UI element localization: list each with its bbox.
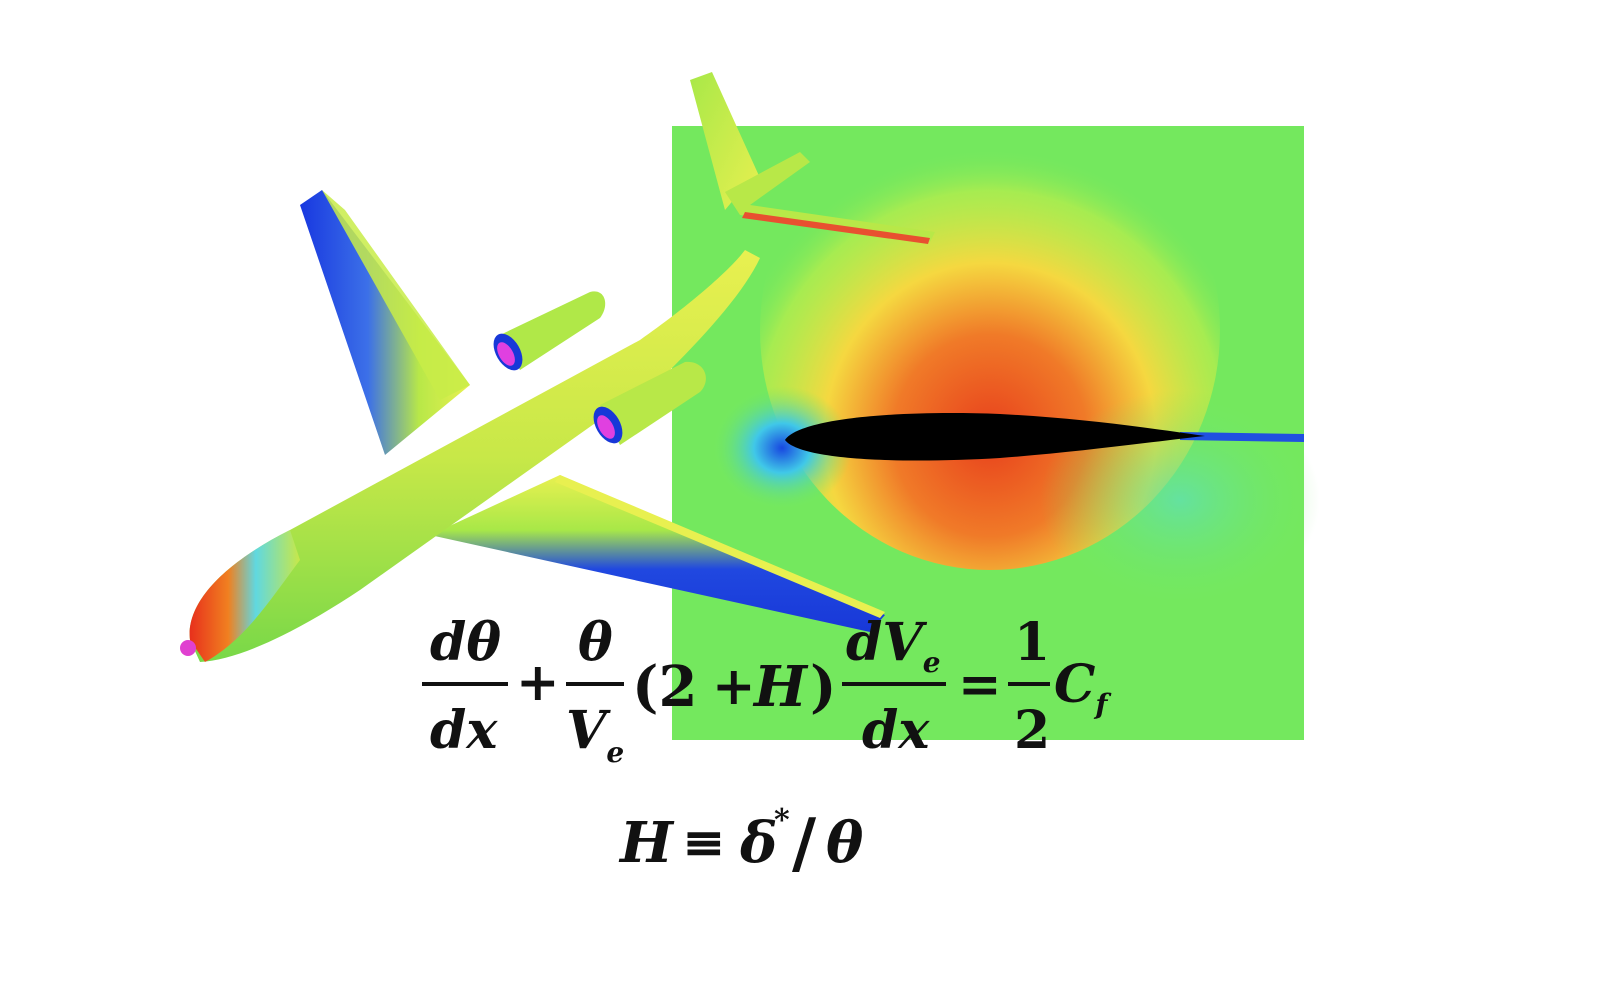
def-theta: θ (826, 810, 864, 876)
def-equiv: ≡ (682, 812, 726, 873)
aircraft-horizontal-tail-edge (742, 212, 930, 244)
aircraft-lower-engine (593, 361, 706, 445)
def-H: H (618, 810, 675, 876)
shape-factor-definition: H ≡ δ * / θ (618, 803, 864, 882)
def-star: * (774, 803, 790, 838)
aircraft-upper-engine (493, 291, 606, 371)
aircraft-left-wing (300, 190, 470, 455)
eq-plus-2: + (712, 656, 756, 717)
airfoil-flow-field (672, 90, 1320, 740)
eq-term1-denominator: dx (430, 700, 498, 761)
def-delta: δ (739, 810, 777, 876)
eq-term2-denominator: Ve (566, 700, 624, 769)
eq-term1-numerator: dθ (430, 612, 501, 673)
suction-peak-region (712, 386, 852, 510)
eq-half-numerator: 1 (1014, 612, 1050, 673)
aircraft-right-wing (430, 475, 885, 632)
eq-paren-two: (2 (632, 654, 697, 720)
momentum-integral-equation: dθ dx + θ Ve (2 + H ) dVe dx = 1 2 Cf (422, 612, 1112, 769)
eq-term3-denominator: dx (862, 700, 930, 761)
aircraft-nose (189, 530, 300, 662)
eq-paren-close: ) (810, 654, 837, 720)
aircraft-right-wing-leading-edge (555, 475, 885, 618)
aircraft-left-wing-highlight (322, 190, 470, 400)
eq-shape-factor-H: H (752, 654, 809, 720)
aircraft-nose-tip (180, 640, 196, 656)
eq-equals: = (958, 654, 1002, 715)
aircraft-fuselage (189, 250, 761, 662)
eq-half-denominator: 2 (1014, 700, 1050, 761)
trailing-edge-wake-line (1180, 432, 1304, 442)
eq-term3-numerator: dVe (846, 612, 941, 679)
airfoil-shape (785, 413, 1205, 461)
eq-term2-numerator: θ (578, 612, 613, 673)
eq-plus-1: + (516, 652, 560, 713)
aircraft-vertical-tail (690, 72, 760, 210)
def-slash: / (792, 804, 817, 882)
aircraft-surface-pressure (180, 72, 935, 662)
